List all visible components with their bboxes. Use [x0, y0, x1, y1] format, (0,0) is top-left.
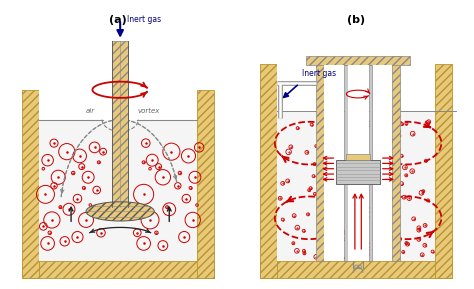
- Bar: [39, 120, 197, 260]
- Bar: [392, 55, 400, 260]
- Bar: [347, 65, 369, 260]
- Bar: [306, 55, 410, 65]
- Bar: [324, 65, 344, 260]
- Ellipse shape: [86, 202, 155, 221]
- Bar: [344, 65, 347, 260]
- Text: Inert gas: Inert gas: [127, 15, 161, 24]
- Bar: [277, 64, 435, 260]
- Text: (b): (b): [347, 15, 365, 25]
- Bar: [39, 90, 197, 260]
- Text: (a): (a): [109, 15, 127, 25]
- Bar: [260, 260, 452, 277]
- Bar: [369, 65, 373, 260]
- Bar: [337, 160, 380, 184]
- Text: Inert gas: Inert gas: [301, 69, 336, 78]
- Bar: [277, 111, 435, 260]
- Bar: [346, 154, 370, 160]
- Bar: [435, 64, 452, 277]
- Bar: [112, 41, 128, 207]
- Bar: [317, 55, 324, 260]
- Bar: [197, 90, 214, 277]
- Text: air: air: [86, 108, 95, 114]
- Bar: [22, 90, 39, 277]
- Bar: [373, 65, 392, 260]
- Text: vortex: vortex: [137, 108, 160, 114]
- Bar: [260, 64, 277, 277]
- Bar: [22, 260, 214, 277]
